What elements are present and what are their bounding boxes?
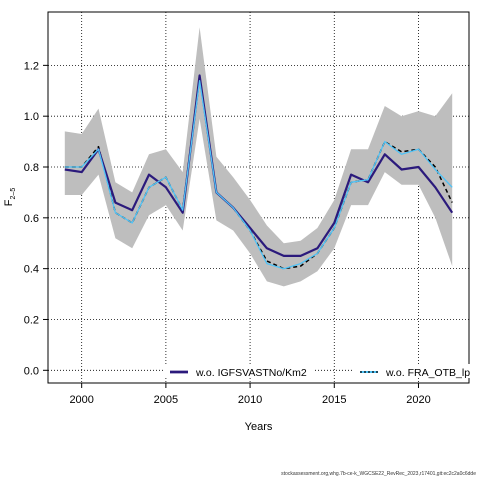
- y-tick-label: 0.6: [24, 213, 39, 225]
- y-tick-label: 0.2: [24, 314, 39, 326]
- series-line-2: [64, 79, 453, 270]
- x-axis-label: Years: [245, 421, 273, 433]
- x-tick-label: 2020: [406, 394, 430, 406]
- y-tick-label: 0.0: [24, 365, 39, 377]
- legend-background: [354, 364, 480, 378]
- y-tick-label: 0.8: [24, 162, 39, 174]
- confidence-band: [64, 27, 453, 287]
- legend: w.o. IGFSVASTNo/Km2 w.o. FRA_OTB_lp: [164, 364, 480, 379]
- y-axis: 0.0 0.2 0.4 0.6 0.8 1.0 1.2: [24, 60, 48, 377]
- legend-label: w.o. IGFSVASTNo/Km2: [195, 367, 307, 379]
- legend-background: [164, 364, 314, 378]
- plot-frame: [47, 11, 470, 384]
- y-tick-label: 0.4: [24, 264, 39, 276]
- y-axis-label: F2–5: [3, 188, 17, 207]
- series-line-1: [64, 74, 454, 257]
- confidence-band-layer: [64, 27, 453, 287]
- y-tick-label: 1.2: [24, 60, 39, 72]
- x-tick-label: 2015: [322, 394, 346, 406]
- y-tick-label: 1.0: [24, 111, 39, 123]
- x-tick-label: 2005: [154, 394, 178, 406]
- legend-label: w.o. FRA_OTB_lp: [385, 367, 470, 379]
- x-tick-label: 2010: [238, 394, 262, 406]
- series-layer: [64, 74, 454, 270]
- footer-credit: stockassessment.org,whg.7b-ce-k_WGCSE22_…: [281, 471, 476, 477]
- x-tick-label: 2000: [69, 394, 93, 406]
- x-axis: 2000 2005 2010 2015 2020: [69, 383, 431, 406]
